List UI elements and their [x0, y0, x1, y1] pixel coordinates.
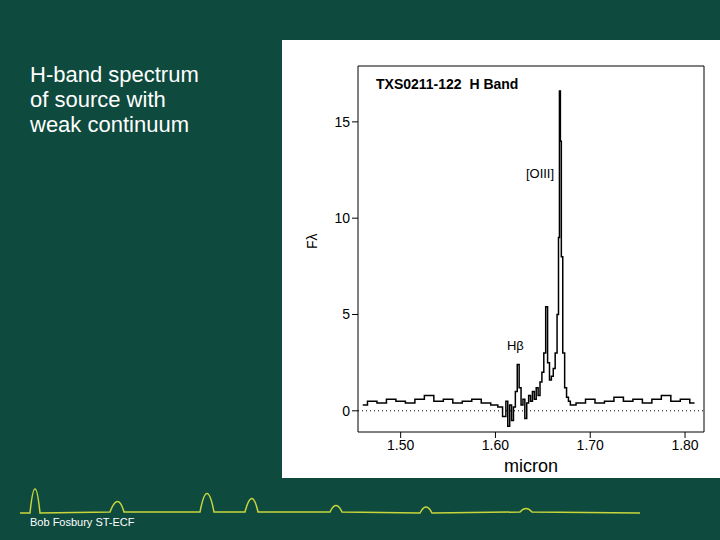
- svg-text:0: 0: [342, 403, 350, 419]
- svg-text:micron: micron: [504, 456, 558, 476]
- svg-text:1.50: 1.50: [387, 437, 414, 453]
- svg-text:10: 10: [334, 210, 350, 226]
- svg-text:1.70: 1.70: [577, 437, 604, 453]
- html-text:H-band spectrum of source with: H-band spectrum of source with weak cont…: [30, 62, 199, 137]
- svg-text:Hβ: Hβ: [507, 338, 524, 353]
- svg-text:1.80: 1.80: [671, 437, 698, 453]
- svg-text:Fλ: Fλ: [304, 233, 320, 249]
- svg-text:[OIII]: [OIII]: [526, 166, 554, 181]
- svg-text:15: 15: [334, 114, 350, 130]
- html-text:TXS0211-122 H Band: TXS0211-122 H Band: [376, 76, 519, 92]
- svg-text:5: 5: [342, 306, 350, 322]
- html-text:Bob Fosbury ST-ECF: Bob Fosbury ST-ECF: [30, 516, 135, 528]
- svg-text:1.60: 1.60: [482, 437, 509, 453]
